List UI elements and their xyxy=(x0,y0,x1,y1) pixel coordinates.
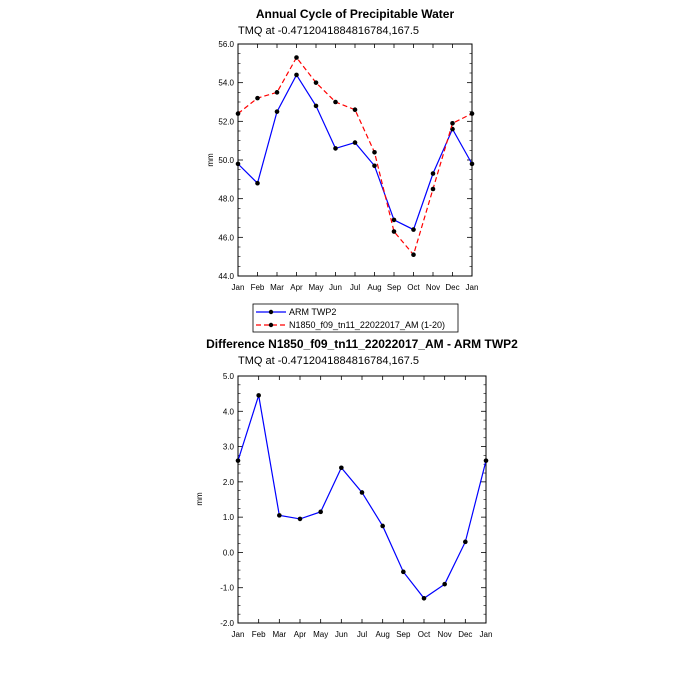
chart-1-y-tick-label: 54.0 xyxy=(218,79,234,88)
chart-1-series-0-point xyxy=(255,180,260,186)
chart-1-x-tick-label: May xyxy=(308,283,323,292)
chart-2-y-tick-label: 4.0 xyxy=(223,407,235,416)
chart-2-x-tick-label: Feb xyxy=(252,630,266,639)
chart-1-x-tick-label: Oct xyxy=(407,283,420,292)
chart-1-y-tick-label: 46.0 xyxy=(218,233,234,242)
chart-2-y-tick-label: 2.0 xyxy=(223,478,235,487)
chart-2-series-0-point xyxy=(401,569,406,575)
chart-1-title: Annual Cycle of Precipitable Water xyxy=(256,7,455,21)
chart-2-y-tick-label: 1.0 xyxy=(223,513,235,522)
chart-1-series-1-point xyxy=(469,111,475,116)
chart-2-x-tick-label: Jun xyxy=(335,630,348,639)
chart-2-y-tick-label: -2.0 xyxy=(220,619,234,628)
chart-2-y-tick-label: 0.0 xyxy=(223,548,235,557)
chart-1-y-tick-label: 44.0 xyxy=(218,272,234,281)
chart-2-series-0-point xyxy=(235,458,241,463)
chart-1-x-tick-label: Aug xyxy=(367,283,381,292)
chart-1-series-0-point xyxy=(235,161,241,167)
chart-1-series-1-point xyxy=(391,229,397,234)
chart-1-series-1-point xyxy=(411,252,416,258)
chart-1-y-tick-label: 48.0 xyxy=(218,195,234,204)
chart-1-x-tick-label: Jan xyxy=(466,283,479,292)
chart-2-series-0-point xyxy=(463,539,468,545)
chart-1-series-1-point xyxy=(333,99,338,105)
chart-2-series-0-point xyxy=(297,516,303,522)
chart-1-series-0-point xyxy=(430,171,436,176)
chart-1-series-0-point xyxy=(274,109,280,114)
chart-1-series-1-point xyxy=(450,120,455,126)
chart-2-x-tick-label: Aug xyxy=(376,630,390,639)
chart-1-series-0-point xyxy=(469,161,475,167)
chart-1-series-1-point xyxy=(352,107,358,113)
chart-2-x-tick-label: May xyxy=(313,630,328,639)
chart-2-plot-frame xyxy=(237,375,487,624)
chart-1: Annual Cycle of Precipitable Water TMQ a… xyxy=(206,7,479,333)
chart-2-series-0-point xyxy=(318,509,323,515)
chart-1-x-tick-label: Dec xyxy=(445,283,459,292)
chart-1-x-tick-label: Jan xyxy=(232,283,245,292)
chart-2-y-tick-label: 5.0 xyxy=(223,372,235,381)
chart-1-series-1-point xyxy=(430,186,436,192)
chart-2-series-0-point xyxy=(421,596,427,601)
chart-2-series-0-point xyxy=(339,465,344,471)
chart-1-y-tick-label: 56.0 xyxy=(218,40,234,49)
chart-1-series-1-point xyxy=(255,95,260,101)
chart-2-x-tick-label: Dec xyxy=(458,630,472,639)
chart-1-x-tick-label: Jun xyxy=(329,283,342,292)
legend-box xyxy=(252,303,459,333)
chart-2-series-0-point xyxy=(380,523,385,529)
chart-1-y-axis-label: mm xyxy=(206,153,215,167)
chart-1-plot-frame xyxy=(237,43,473,277)
chart-2-x-tick-label: Jan xyxy=(232,630,245,639)
chart-1-series-0-point xyxy=(411,227,416,232)
chart-2-x-tick-label: Sep xyxy=(396,630,411,639)
chart-1-series-1-point xyxy=(313,80,319,85)
chart-2-x-tick-label: Jul xyxy=(357,630,367,639)
chart-1-legend: ARM TWP2 N1850_f09_tn11_22022017_AM (1-2… xyxy=(252,303,459,333)
chart-2-series-0-point xyxy=(483,458,489,463)
chart-2-y-axis-label: mm xyxy=(195,492,204,506)
chart-1-x-tick-label: Sep xyxy=(387,283,402,292)
chart-1-series-0-point xyxy=(313,103,319,109)
chart-2-x-tick-label: Apr xyxy=(294,630,307,639)
chart-2-series-0-point xyxy=(256,393,261,398)
chart-1-series-1-point xyxy=(235,111,241,116)
chart-1-series-line-0 xyxy=(237,73,473,231)
chart-1-x-tick-label: Mar xyxy=(270,283,284,292)
chart-2-x-tick-label: Oct xyxy=(418,630,431,639)
chart-1-series-1-point xyxy=(294,55,299,60)
legend-label-model: N1850_f09_tn11_22022017_AM (1-20) xyxy=(289,320,445,330)
chart-2-series-0-point xyxy=(442,581,447,587)
chart-1-series-1-point xyxy=(274,90,280,95)
chart-1-series-0-point xyxy=(333,146,338,151)
chart-2-series-line-0 xyxy=(237,395,487,600)
chart-2: Difference N1850_f09_tn11_22022017_AM - … xyxy=(195,337,518,639)
chart-1-series-0-point xyxy=(391,217,397,223)
chart-1-series-0-point xyxy=(294,72,299,78)
chart-2-x-tick-label: Nov xyxy=(438,630,452,639)
chart-2-title: Difference N1850_f09_tn11_22022017_AM - … xyxy=(206,337,518,351)
chart-1-x-tick-label: Apr xyxy=(290,283,303,292)
chart-2-x-tick-label: Mar xyxy=(272,630,286,639)
chart-1-subtitle: TMQ at -0.4712041884816784,167.5 xyxy=(238,25,419,37)
chart-1-x-tick-label: Nov xyxy=(426,283,440,292)
chart-2-x-tick-label: Jan xyxy=(480,630,493,639)
chart-2-series-0-point xyxy=(277,513,282,518)
chart-1-y-tick-label: 50.0 xyxy=(218,156,234,165)
chart-1-series-0-point xyxy=(372,163,377,169)
chart-2-y-tick-label: -1.0 xyxy=(220,584,234,593)
chart-1-x-tick-label: Feb xyxy=(251,283,265,292)
chart-1-series-line-1 xyxy=(237,56,473,256)
chart-2-subtitle: TMQ at -0.4712041884816784,167.5 xyxy=(238,355,419,367)
chart-1-series-0-point xyxy=(352,140,358,145)
legend-marker-model xyxy=(268,322,274,328)
legend-marker-arm-twp2 xyxy=(268,309,274,315)
chart-1-y-tick-label: 52.0 xyxy=(218,117,234,126)
chart-1-series-1-point xyxy=(372,149,377,155)
legend-label-arm-twp2: ARM TWP2 xyxy=(289,307,336,317)
chart-2-series-0-point xyxy=(359,490,365,495)
chart-1-x-tick-label: Jul xyxy=(350,283,360,292)
chart-2-y-tick-label: 3.0 xyxy=(223,443,235,452)
